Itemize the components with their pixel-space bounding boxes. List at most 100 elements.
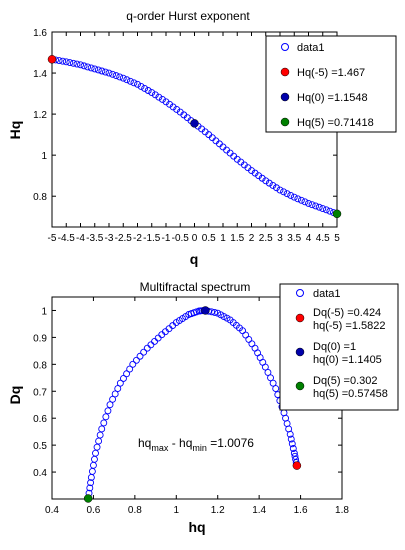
hurst-data-point [272, 184, 280, 192]
spectrum-data-point [86, 484, 94, 492]
hurst-data-point [112, 72, 120, 80]
spectrum-y-ticks: 0.4 0.5 0.6 0.7 0.8 0.9 1 [33, 306, 342, 479]
spectrum-data-point [129, 360, 137, 368]
spectrum-x-tick-label: 1.2 [211, 505, 225, 516]
hurst-x-tick-label: 3.5 [287, 233, 301, 244]
spectrum-data-point [98, 425, 106, 433]
spectrum-x-tick-label: 0.8 [128, 505, 142, 516]
hurst-x-tick-label: -4.5 [58, 233, 76, 244]
hurst-y-tick-label: 1.2 [33, 110, 47, 121]
hurst-data-point [148, 89, 156, 97]
spectrum-data-point [289, 445, 297, 452]
hurst-highlight-point [47, 55, 57, 64]
hurst-y-tick-label: 1 [41, 151, 47, 162]
spectrum-legend-label-min-hq: hq(-5) =1.5822 [313, 320, 385, 332]
hurst-data-point [109, 70, 117, 78]
hurst-data-point [158, 96, 166, 103]
spectrum-data-points [84, 307, 301, 502]
hurst-x-ticks: -5 -4.5 -4 -3.5 -3 -2.5 -2 -1.5 -1 -0.5 0 0.5 1 1.5 2 2… [48, 32, 340, 244]
spectrum-data-point [116, 379, 124, 387]
hurst-x-axis-label: q [190, 251, 199, 267]
hurst-data-point [137, 82, 145, 90]
hurst-data-point [287, 191, 295, 199]
spectrum-x-tick-label: 0.4 [45, 505, 59, 516]
spectrum-data-point [211, 309, 219, 316]
hurst-data-point [297, 196, 305, 204]
hurst-data-point [123, 76, 131, 84]
hurst-y-ticks: 0.8 1 1.2 1.4 1.6 [33, 28, 337, 203]
spectrum-legend: data1 Dq(-5) =0.424 hq(-5) =1.5822 Dq(0)… [279, 283, 399, 411]
spectrum-data-point [132, 356, 140, 364]
hurst-legend-label-min: Hq(-5) =1.467 [297, 67, 365, 79]
hurst-data-point [66, 59, 74, 66]
hurst-x-tick-label: 4 [306, 233, 312, 244]
spectrum-data-point [109, 395, 117, 403]
spectrum-data-point [288, 440, 296, 448]
spectrum-legend-label-min-dq: Dq(-5) =0.424 [313, 307, 381, 319]
spectrum-data-point [140, 348, 148, 356]
hurst-data-point [265, 179, 273, 187]
hurst-legend-label-zero: Hq(0) =1.1548 [297, 92, 368, 104]
hurst-data-point [116, 73, 124, 81]
hurst-legend-box [265, 35, 397, 133]
spectrum-data-point [287, 435, 295, 443]
hurst-legend-marker-min [280, 67, 290, 77]
hurst-data-point [322, 206, 330, 214]
hurst-data-point [77, 61, 84, 69]
spectrum-legend-label-zero-dq: Dq(0) =1 [313, 341, 356, 353]
hurst-data-point [290, 193, 298, 201]
spectrum-x-tick-label: 1.6 [294, 505, 308, 516]
spectrum-x-axis-label: hq [188, 519, 205, 535]
spectrum-chart: Multifractal spectrum 0.4 0.6 0.8 1 1.2 1.4 1.… [7, 280, 399, 535]
hurst-x-tick-label: -1 [162, 233, 171, 244]
spectrum-data-point [114, 385, 122, 393]
hurst-x-tick-label: -5 [48, 233, 57, 244]
hurst-data-point [119, 74, 127, 82]
spectrum-y-tick-label: 0.8 [33, 360, 47, 371]
spectrum-data-point [111, 390, 119, 398]
spectrum-legend-marker-max [295, 381, 305, 391]
spectrum-data-point [104, 407, 112, 415]
spectrum-legend-marker-zero [295, 347, 305, 357]
hurst-data-point [98, 67, 106, 75]
hurst-legend-label-data1: data1 [297, 42, 325, 54]
spectrum-data-point [267, 374, 274, 382]
spectrum-data-point [272, 385, 280, 393]
hurst-x-tick-label: 3 [277, 233, 283, 244]
hurst-data-point [294, 195, 302, 203]
hurst-data-point [283, 190, 291, 198]
hurst-data-point [55, 57, 63, 64]
hurst-legend: data1 Hq(-5) =1.467 Hq(0) =1.1548 Hq(5) … [265, 35, 397, 133]
spectrum-data-point [123, 370, 131, 378]
hurst-data-point [87, 64, 95, 72]
hurst-x-tick-label: 2.5 [259, 233, 273, 244]
spectrum-legend-label-max-dq: Dq(5) =0.302 [313, 375, 378, 387]
spectrum-legend-label-data1: data1 [313, 288, 341, 300]
spectrum-x-ticks: 0.4 0.6 0.8 1 1.2 1.4 1.6 1.8 [45, 297, 349, 516]
spectrum-data-point [106, 401, 114, 409]
hurst-highlight-points [47, 55, 342, 219]
hurst-data-point [101, 68, 109, 76]
hurst-y-tick-label: 1.6 [33, 28, 47, 39]
hurst-data-point [134, 80, 141, 88]
hurst-x-tick-label: 0 [192, 233, 198, 244]
hurst-highlight-point [190, 119, 199, 128]
hurst-data-point [262, 177, 270, 185]
hurst-data-point [141, 84, 149, 92]
spectrum-data-point [102, 413, 110, 421]
hurst-y-axis-label: Hq [7, 121, 23, 140]
spectrum-legend-marker-min [295, 313, 305, 323]
hurst-data-point [94, 66, 102, 74]
spectrum-data-point [269, 379, 277, 387]
hurst-x-tick-label: -4 [76, 233, 85, 244]
width-annotation: hqmax - hqmin =1.0076 [138, 436, 254, 453]
hurst-x-tick-label: -0.5 [172, 233, 190, 244]
hurst-data-point [308, 201, 316, 209]
spectrum-y-tick-label: 0.4 [33, 468, 47, 479]
hurst-data-point [276, 186, 284, 194]
spectrum-data-point [87, 479, 95, 487]
hurst-data-point [305, 199, 312, 207]
spectrum-y-tick-label: 0.5 [33, 441, 47, 452]
spectrum-data-point [286, 430, 294, 438]
